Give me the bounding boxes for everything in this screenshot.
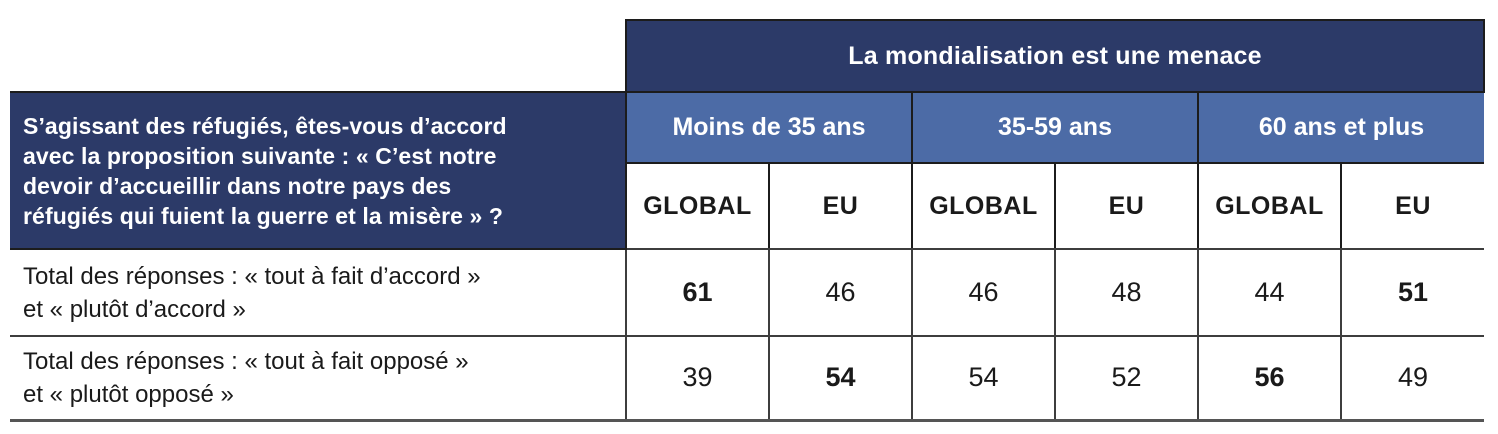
age-group-60-plus: 60 ans et plus xyxy=(1196,91,1485,164)
scope-header-row: GLOBAL EU GLOBAL EU GLOBAL EU xyxy=(10,162,1485,250)
empty-corner xyxy=(10,20,626,92)
age-group-row: S’agissant des réfugiés, êtes-vous d’acc… xyxy=(10,91,1485,250)
scope-header-eu-2: EU xyxy=(1054,162,1199,250)
value-cell: 56 xyxy=(1197,335,1342,422)
survey-table: La mondialisation est une menace S’agiss… xyxy=(10,19,1486,422)
scope-header-eu-3: EU xyxy=(1339,162,1485,250)
scope-header-eu-1: EU xyxy=(768,162,913,250)
row-label-line-2: et « plutôt opposé » xyxy=(23,380,234,408)
question-line-2: avec la proposition suivante : « C’est n… xyxy=(23,142,497,169)
value-cell: 46 xyxy=(911,248,1056,337)
row-label-line-1: Total des réponses : « tout à fait oppos… xyxy=(23,347,469,375)
title-row: La mondialisation est une menace xyxy=(10,19,1486,93)
question-line-1: S’agissant des réfugiés, êtes-vous d’acc… xyxy=(23,112,507,139)
age-group-under-35: Moins de 35 ans xyxy=(625,91,913,164)
value-cell: 51 xyxy=(1339,248,1485,337)
value-cell: 46 xyxy=(768,248,913,337)
scope-header-global-2: GLOBAL xyxy=(911,162,1056,250)
table-row-opposed: Total des réponses : « tout à fait oppos… xyxy=(10,335,1485,422)
value-cell: 54 xyxy=(768,335,913,422)
row-label-agree: Total des réponses : « tout à fait d’acc… xyxy=(10,248,627,337)
value-cell: 49 xyxy=(1339,335,1485,422)
value-cell: 52 xyxy=(1054,335,1199,422)
table-title: La mondialisation est une menace xyxy=(624,19,1486,93)
question-cell: S’agissant des réfugiés, êtes-vous d’acc… xyxy=(10,91,627,250)
row-label-line-1: Total des réponses : « tout à fait d’acc… xyxy=(23,262,481,290)
value-cell: 54 xyxy=(911,335,1056,422)
table-row-agree: Total des réponses : « tout à fait d’acc… xyxy=(10,248,1485,337)
age-group-35-59: 35-59 ans xyxy=(911,91,1199,164)
value-cell: 39 xyxy=(625,335,770,422)
value-cell: 61 xyxy=(625,248,770,337)
row-label-line-2: et « plutôt d’accord » xyxy=(23,295,246,323)
question-line-3: devoir d’accueillir dans notre pays des xyxy=(23,172,452,199)
row-label-opposed: Total des réponses : « tout à fait oppos… xyxy=(10,335,627,422)
question-line-4: réfugiés qui fuient la guerre et la misè… xyxy=(23,202,504,229)
value-cell: 48 xyxy=(1054,248,1199,337)
scope-header-global-1: GLOBAL xyxy=(625,162,770,250)
value-cell: 44 xyxy=(1197,248,1342,337)
scope-header-global-3: GLOBAL xyxy=(1197,162,1342,250)
